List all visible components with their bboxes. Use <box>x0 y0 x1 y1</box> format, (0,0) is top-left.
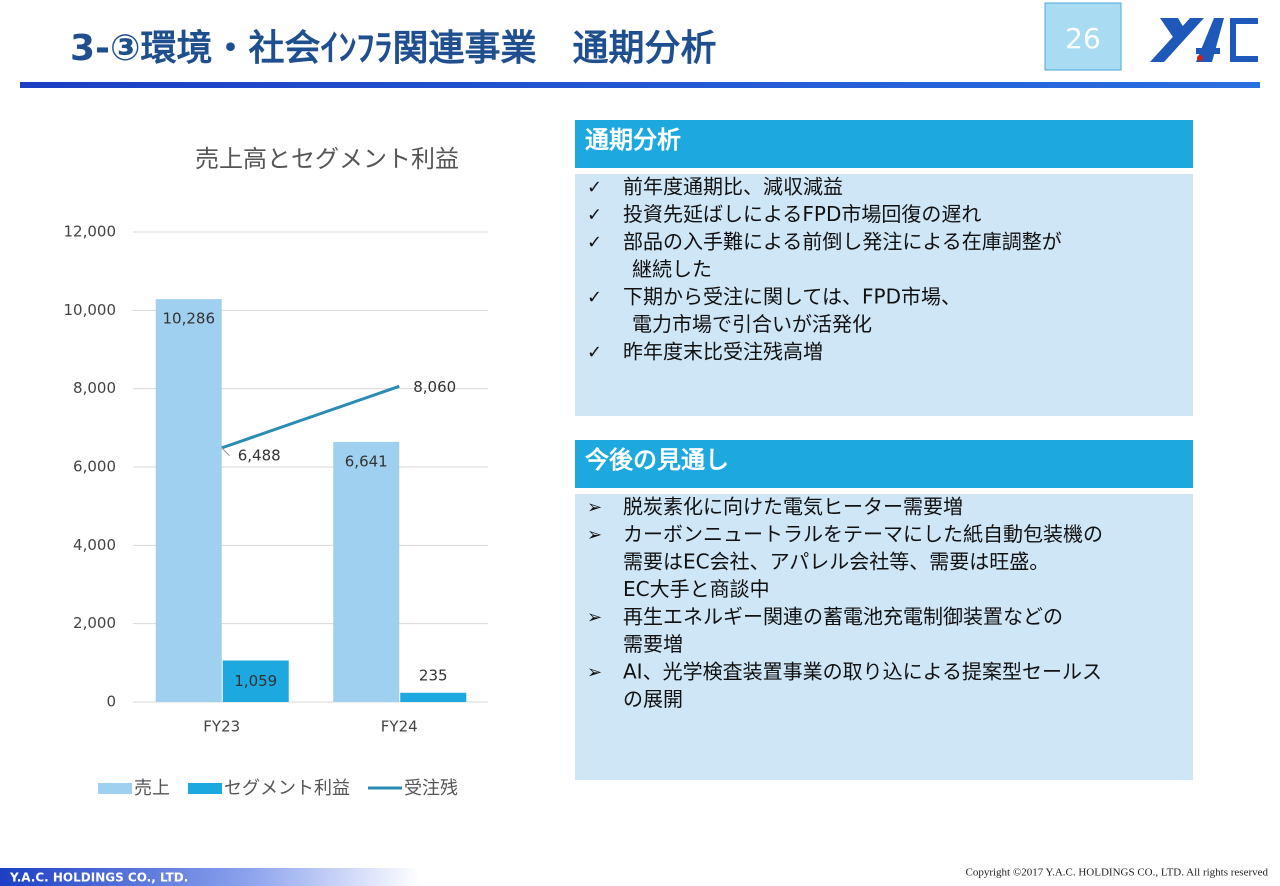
data-label: 6,641 <box>345 452 388 470</box>
footer-bar <box>0 868 420 886</box>
panel-header <box>575 440 1193 488</box>
bullet-text: 再生エネルギー関連の蓄電池充電制御装置などの <box>623 605 1063 629</box>
bullet-text: 電力市場で引合いが活発化 <box>632 312 872 336</box>
panel-title: 今後の見通し <box>585 446 729 474</box>
y-tick-label: 8,000 <box>73 379 116 397</box>
page-number: 26 <box>1065 22 1101 55</box>
y-tick-label: 2,000 <box>73 614 116 632</box>
data-label: 8,060 <box>413 378 456 396</box>
panel-title: 通期分析 <box>585 126 681 154</box>
bullet-marker: ✓ <box>587 342 602 363</box>
legend-label: 受注残 <box>404 778 458 799</box>
bullet-text: 需要増 <box>623 632 683 656</box>
bullet-text: 部品の入手難による前倒し発注による在庫調整が <box>623 230 1062 254</box>
chart-title: 売上高とセグメント利益 <box>195 145 459 173</box>
header-rule <box>20 82 1260 88</box>
bullet-text: 継続した <box>632 257 712 281</box>
bar <box>400 692 467 702</box>
bullet-marker: ➢ <box>587 607 602 628</box>
legend-label: セグメント利益 <box>224 778 350 799</box>
y-tick-label: 10,000 <box>64 301 117 319</box>
bullet-marker: ✓ <box>587 232 602 253</box>
bullet-text: 需要はEC会社、アパレル会社等、需要は旺盛。 <box>623 550 1049 574</box>
bullet-text: の展開 <box>623 687 683 711</box>
panel-header <box>575 120 1193 168</box>
panel-body <box>575 494 1193 780</box>
y-tick-label: 4,000 <box>73 536 116 554</box>
data-label: 6,488 <box>238 446 281 464</box>
panel-body <box>575 174 1193 416</box>
legend-swatch <box>188 783 222 794</box>
bullet-marker: ✓ <box>587 287 602 308</box>
bullet-marker: ➢ <box>587 497 602 518</box>
leader-line <box>221 447 231 457</box>
legend-label: 売上 <box>134 778 170 799</box>
logo <box>1150 18 1258 62</box>
legend-swatch <box>98 783 132 794</box>
y-tick-label: 0 <box>106 693 116 711</box>
bullet-text: 前年度通期比、減収減益 <box>623 175 843 199</box>
bullet-text: 脱炭素化に向けた電気ヒーター需要増 <box>623 495 963 519</box>
bullet-text: 下期から受注に関しては、FPD市場、 <box>623 285 961 309</box>
bullet-text: カーボンニュートラルをテーマにした紙自動包装機の <box>623 522 1103 546</box>
copyright: Copyright ©2017 Y.A.C. HOLDINGS CO., LTD… <box>966 867 1269 879</box>
data-label: 235 <box>419 666 448 684</box>
data-label: 1,059 <box>234 672 277 690</box>
data-label: 10,286 <box>163 310 216 328</box>
bullet-text: 投資先延ばしによるFPD市場回復の遅れ <box>623 202 981 226</box>
x-tick-label: FY24 <box>381 718 418 736</box>
bullet-text: 昨年度末比受注残高増 <box>623 340 823 364</box>
bar <box>333 441 400 702</box>
y-tick-label: 12,000 <box>64 223 117 241</box>
bullet-text: EC大手と商談中 <box>623 577 770 601</box>
bullet-marker: ✓ <box>587 205 602 226</box>
bullet-marker: ✓ <box>587 177 602 198</box>
bullet-marker: ➢ <box>587 525 602 546</box>
y-tick-label: 6,000 <box>73 458 116 476</box>
x-tick-label: FY23 <box>203 718 240 736</box>
bar <box>155 299 222 702</box>
line-series <box>221 384 400 450</box>
bullet-marker: ➢ <box>587 662 602 683</box>
bar <box>222 660 289 702</box>
page-number-box <box>1044 2 1122 71</box>
slide-title: 3-③環境・社会ｲﾝﾌﾗ関連事業 通期分析 <box>70 28 716 69</box>
footer-company: Y.A.C. HOLDINGS CO., LTD. <box>9 871 188 885</box>
bullet-text: AI、光学検査装置事業の取り込による提案型セールス <box>623 660 1102 684</box>
